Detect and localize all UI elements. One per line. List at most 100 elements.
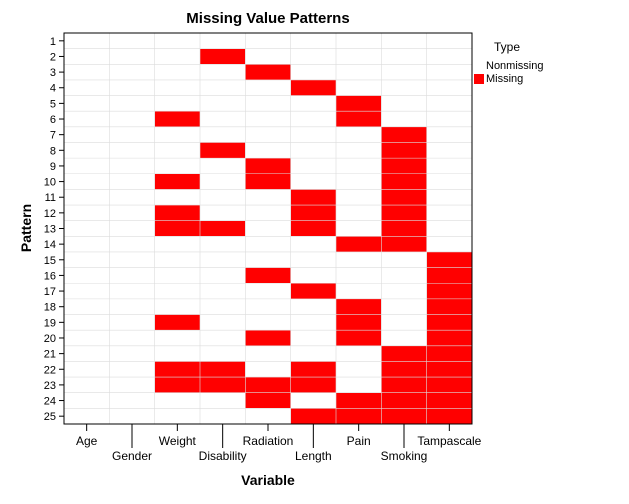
missing-cell [245,267,291,284]
missing-cell [426,314,472,331]
x-tick-label: Smoking [381,449,428,463]
missing-cell [426,392,472,409]
y-axis-title: Pattern [18,203,34,253]
missing-cell [245,158,291,174]
missing-cell [381,345,427,362]
missing-cell [381,158,427,174]
missing-cell [245,173,291,190]
missing-cell [336,111,382,127]
y-tick-label: 1 [50,36,56,48]
missing-cell [154,377,200,393]
chart-title: Missing Value Patterns [186,10,350,27]
missing-cell [290,377,336,393]
missing-cell [154,361,200,378]
y-tick-label: 7 [50,130,56,142]
x-axis-title: Variable [241,472,295,488]
missing-cell [426,251,472,268]
missing-cell [426,361,472,378]
x-tick-label: Radiation [243,434,294,448]
missing-cell [381,361,427,378]
y-tick-label: 22 [44,364,56,376]
missing-cell [290,79,336,96]
y-tick-label: 10 [44,177,56,189]
missing-cell [381,377,427,393]
x-tick-label: Gender [112,449,152,463]
missing-cell [290,189,336,206]
y-tick-label: 4 [50,83,56,95]
x-tick-label: Weight [159,434,197,448]
missing-cell [154,111,200,127]
missing-cell [200,377,246,393]
y-tick-label: 15 [44,255,56,267]
y-tick-label: 2 [50,51,56,63]
missing-cell [426,330,472,346]
missing-cell [290,361,336,378]
missing-cell [336,314,382,331]
missing-cell [154,173,200,190]
missing-cell [426,345,472,362]
missing-cell [381,392,427,409]
y-tick-label: 3 [50,67,56,79]
y-tick-label: 6 [50,114,56,126]
missing-cell [245,377,291,393]
missing-cell [245,64,291,80]
y-tick-label: 17 [44,286,56,298]
y-tick-label: 16 [44,270,56,282]
y-tick-label: 13 [44,224,56,236]
missing-cell [381,142,427,159]
missing-cell [381,173,427,190]
x-tick-label: Age [76,434,98,448]
y-tick-label: 18 [44,302,56,314]
x-tick-label: Pain [347,434,371,448]
x-tick-label: Length [295,449,332,463]
missing-cell [381,408,427,424]
missing-cell [336,330,382,346]
missing-cell [381,220,427,237]
y-tick-label: 12 [44,208,56,220]
missing-cell [154,205,200,221]
y-tick-label: 9 [50,161,56,173]
missing-cell [381,126,427,143]
missing-cell [245,392,291,409]
missing-cell [290,408,336,424]
missing-cell [336,95,382,112]
y-tick-label: 11 [45,192,56,204]
missing-cell [381,205,427,221]
missing-cell [245,330,291,346]
missing-cell [426,377,472,393]
y-tick-label: 14 [44,239,56,251]
missing-cell [336,408,382,424]
missing-cell [200,361,246,378]
y-tick-label: 20 [44,333,56,345]
missing-cell [336,298,382,315]
missing-cell [336,236,382,252]
missing-cell [154,314,200,331]
missing-cell [381,189,427,206]
y-tick-label: 19 [44,317,56,329]
legend-label-nonmissing: Nonmissing [486,60,544,72]
missing-cell [200,220,246,237]
missing-cell [426,283,472,299]
missing-cell [200,142,246,159]
missing-cell [154,220,200,237]
y-tick-label: 23 [44,380,56,392]
missing-cell [200,48,246,65]
legend-title: Type [494,40,521,54]
missing-cell [290,220,336,237]
missing-cell [381,236,427,252]
x-tick-label: Tampascale [417,434,481,448]
missing-cell [290,205,336,221]
missing-cell [426,298,472,315]
x-tick-label: Disability [199,449,247,463]
legend-swatch-nonmissing [474,61,484,71]
y-tick-label: 5 [50,98,56,110]
y-tick-label: 8 [50,145,56,157]
y-tick-label: 24 [44,396,56,408]
y-tick-label: 21 [44,349,56,361]
missing-cell [336,392,382,409]
legend-swatch-missing [474,74,484,84]
missing-cell [426,267,472,284]
missing-cell [426,408,472,424]
